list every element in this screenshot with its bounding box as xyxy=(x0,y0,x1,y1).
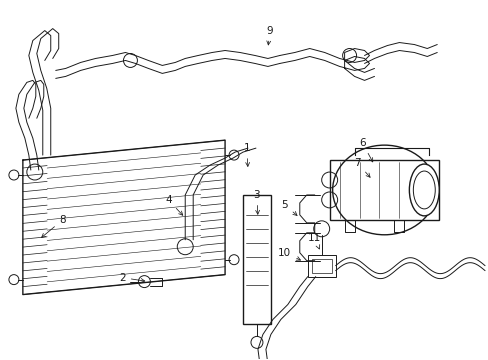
Text: 3: 3 xyxy=(253,190,260,214)
Bar xyxy=(307,255,335,276)
Text: 9: 9 xyxy=(266,26,273,45)
Text: 5: 5 xyxy=(281,200,296,216)
Text: 4: 4 xyxy=(164,195,183,215)
Text: 6: 6 xyxy=(359,138,372,162)
Text: 1: 1 xyxy=(243,143,250,166)
Ellipse shape xyxy=(408,164,438,216)
Text: 8: 8 xyxy=(41,215,66,238)
Bar xyxy=(329,160,438,220)
Bar xyxy=(311,259,331,273)
Text: 11: 11 xyxy=(307,233,321,249)
Text: 7: 7 xyxy=(353,158,369,177)
Bar xyxy=(243,195,270,324)
Text: 2: 2 xyxy=(119,273,144,283)
Text: 10: 10 xyxy=(278,248,300,260)
